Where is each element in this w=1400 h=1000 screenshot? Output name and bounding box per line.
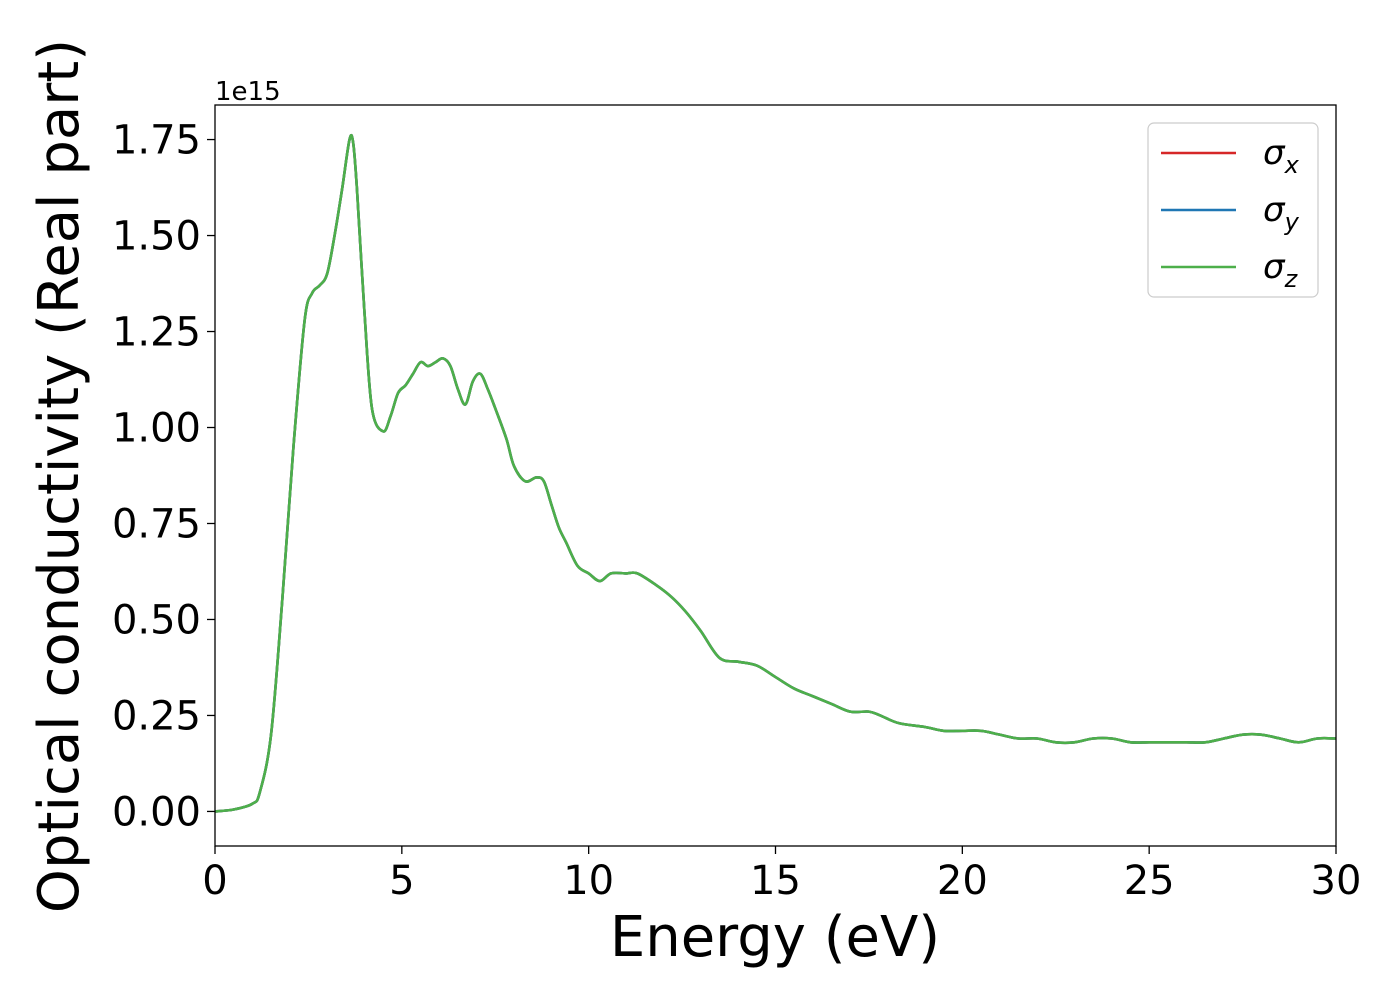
- x-axis: 0 5 10 15 20 25 30: [202, 846, 1361, 904]
- legend-label-sigma-y: σy: [1263, 190, 1300, 236]
- series-line-sigma-z: [215, 133, 1336, 813]
- y-tick-label: 1.75: [112, 118, 201, 164]
- y-tick-label: 0.75: [112, 501, 201, 547]
- x-axis-label: Energy (eV): [610, 905, 940, 970]
- x-tick-label: 20: [937, 858, 988, 904]
- y-axis-label: Optical conductivity (Real part): [27, 39, 92, 913]
- x-tick-label: 0: [202, 858, 227, 904]
- x-tick-label: 30: [1311, 858, 1362, 904]
- x-tick-label: 25: [1124, 858, 1175, 904]
- y-tick-label: 0.50: [112, 597, 201, 643]
- y-tick-label: 0.25: [112, 693, 201, 739]
- y-tick-label: 1.50: [112, 214, 201, 260]
- y-axis: 0.00 0.25 0.50 0.75 1.00 1.25 1.50 1.75: [112, 118, 215, 835]
- legend-label-sigma-x: σx: [1263, 133, 1300, 179]
- x-tick-label: 15: [750, 858, 801, 904]
- legend-label-sigma-z: σz: [1263, 247, 1299, 293]
- x-tick-label: 10: [563, 858, 614, 904]
- y-tick-label: 0.00: [112, 789, 201, 835]
- y-tick-label: 1.00: [112, 406, 201, 452]
- y-offset-label: 1e15: [215, 77, 281, 107]
- series-layer: [215, 133, 1336, 813]
- legend: σx σy σz: [1147, 122, 1319, 298]
- x-tick-label: 5: [389, 858, 414, 904]
- y-tick-label: 1.25: [112, 310, 201, 356]
